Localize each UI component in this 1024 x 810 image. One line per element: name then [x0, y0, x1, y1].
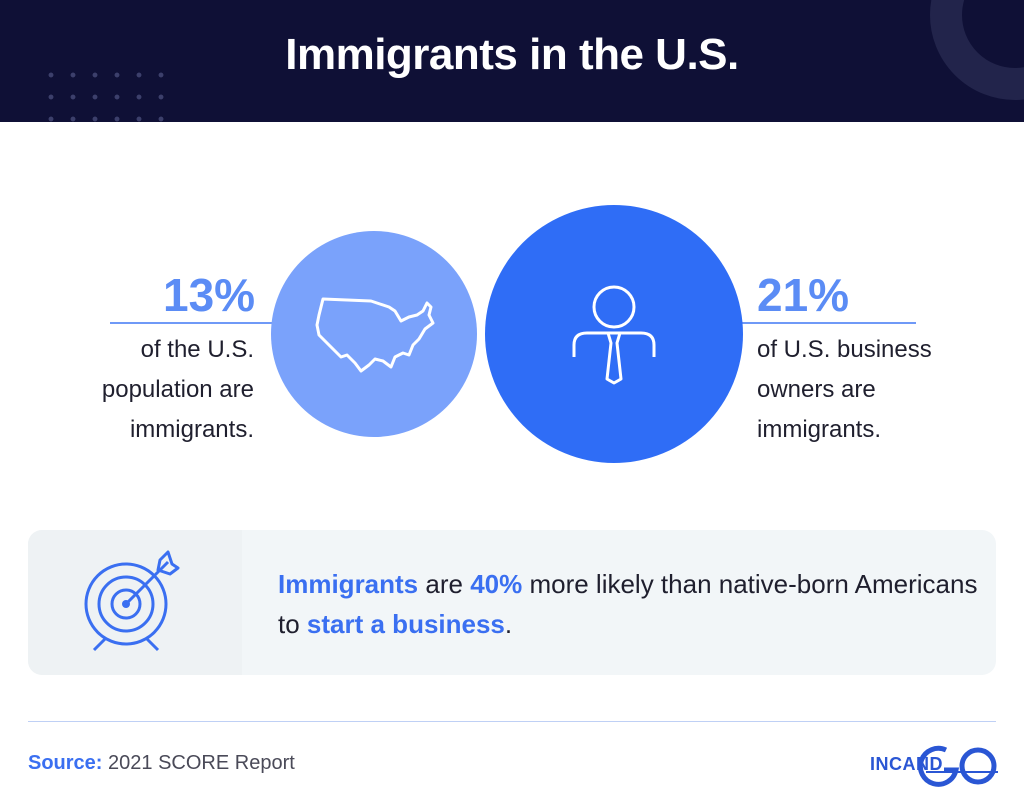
header-banner: Immigrants in the U.S. — [0, 0, 1024, 122]
right-divider — [740, 322, 916, 324]
population-description: of the U.S. population are immigrants. — [60, 330, 254, 450]
business-line-3: immigrants. — [757, 416, 882, 443]
source-label: Source: — [28, 752, 103, 774]
usa-map-icon — [315, 297, 435, 373]
callout-banner: Immigrants are 40% more likely than nati… — [28, 530, 996, 675]
population-percent: 13% — [163, 269, 256, 321]
business-owners-description: of U.S. business owners are immigrants. — [757, 330, 977, 450]
population-line-2: population are — [101, 376, 254, 403]
dot-pattern — [40, 64, 165, 122]
source-citation: Source: 2021 SCORE Report — [28, 752, 295, 775]
logo-text: INCAND — [870, 754, 943, 775]
logo-go-mark — [917, 745, 998, 787]
callout-highlight-immigrants: Immigrants — [278, 569, 419, 599]
business-owners-percent: 21% — [757, 269, 850, 321]
callout-highlight-business: start a business — [306, 609, 505, 639]
population-line-1: of the U.S. — [140, 336, 254, 363]
page-title: Immigrants in the U.S. — [285, 30, 739, 79]
callout-highlight-percent: 40% — [470, 569, 523, 599]
callout-plain-2: more likely than native-born Americans t… — [278, 569, 978, 639]
target-arrow-icon — [84, 550, 180, 652]
business-owners-circle — [485, 205, 743, 463]
source-text: 2021 SCORE Report — [108, 752, 295, 774]
logo-text-inc: INC — [870, 754, 903, 774]
business-line-1: of U.S. business — [757, 336, 932, 363]
footer-divider — [28, 721, 996, 722]
callout-plain-3: . — [504, 609, 513, 639]
population-circle — [271, 231, 477, 437]
business-line-2: owners are — [757, 376, 876, 403]
business-person-icon — [572, 285, 656, 385]
population-line-3: immigrants. — [129, 416, 254, 443]
left-divider — [110, 322, 290, 324]
incandgo-logo: INCAND — [870, 738, 1000, 792]
callout-plain-1: are — [418, 569, 471, 599]
callout-text: Immigrants are 40% more likely than nati… — [278, 564, 978, 644]
callout-icon-panel — [28, 530, 242, 675]
